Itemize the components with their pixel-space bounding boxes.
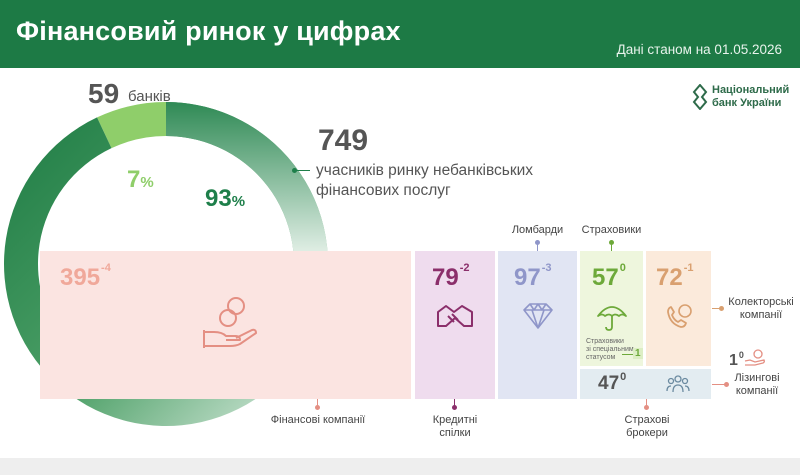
- nonbank-marker: [292, 168, 297, 173]
- finco-value: 395-4: [60, 262, 111, 291]
- pawn-value: 97-3: [514, 262, 552, 291]
- coins-hand-icon: [203, 297, 257, 348]
- pawn-leader: [537, 244, 538, 251]
- leasing-value: 10: [729, 350, 744, 369]
- brokers-box: [580, 369, 711, 399]
- nonbank-count: 749: [318, 124, 369, 157]
- finco-leader: [317, 399, 318, 406]
- credit-leader: [454, 399, 455, 406]
- collect-label-line-2: компанії: [739, 309, 783, 321]
- brokers-marker: [644, 405, 649, 410]
- page-title: Фінансовий ринок у цифрах: [16, 16, 401, 46]
- leasing-marker: [724, 382, 729, 387]
- logo-line-2: банк України: [712, 97, 782, 109]
- header-bar: [0, 0, 800, 68]
- special-status-note: Страховики зі спеціальним статусом: [586, 338, 636, 362]
- nbu-logo-text: Національний банк України: [712, 84, 792, 110]
- leasing-label-line-2: компанії: [735, 385, 779, 397]
- donut-slice-nonbank-highlight: [166, 102, 328, 264]
- special-status-count: 1: [633, 348, 643, 359]
- banks-count: 59: [88, 78, 120, 109]
- pawn-label: Ломбарди: [511, 224, 564, 236]
- banks-marker: [129, 112, 134, 117]
- leasing-label-line-1: Лізингові: [734, 372, 780, 384]
- brokers-value: 470: [598, 371, 627, 394]
- collect-box: [646, 251, 711, 366]
- handshake-icon: [437, 305, 473, 327]
- insurers-box: [580, 251, 643, 366]
- collect-value: 72-1: [656, 262, 694, 291]
- people-group-icon: [666, 375, 690, 393]
- finco-label: Фінансові компанії: [270, 414, 366, 426]
- credit-label: Кредитні спілки: [420, 414, 490, 440]
- leasing-leader: [712, 384, 726, 385]
- insurers-marker: [609, 240, 614, 245]
- credit-value: 79-2: [432, 262, 470, 291]
- brokers-label: Страхові брокери: [612, 414, 682, 440]
- brokers-label-line-2: брокери: [626, 427, 668, 439]
- nonbank-pct: 93%: [205, 185, 246, 212]
- phone-chat-icon: [667, 304, 692, 328]
- credit-marker: [452, 405, 457, 410]
- nbu-logo-icon: [692, 84, 708, 110]
- diamond-icon: [523, 303, 553, 329]
- umbrella-icon: [597, 306, 627, 331]
- nonbank-leader: [296, 170, 310, 171]
- finco-marker: [315, 405, 320, 410]
- credit-box: [415, 251, 495, 399]
- pawn-marker: [535, 240, 540, 245]
- nonbank-label-line-1: учасників ринку небанківських: [316, 162, 534, 179]
- leasing-hand-icon: [744, 349, 765, 366]
- collect-leader: [712, 308, 720, 309]
- credit-label-line-2: спілки: [439, 427, 471, 439]
- banks-pct: 7%: [127, 166, 154, 193]
- special-note-line-2: зі спеціальним: [586, 346, 634, 353]
- date-stamp: Дані станом на 01.05.2026: [616, 42, 782, 57]
- banks-leader: [131, 116, 132, 126]
- collect-marker: [719, 306, 724, 311]
- banks-label: банків: [128, 88, 171, 105]
- insurers-label: Страховики: [581, 224, 642, 236]
- collect-label-line-1: Колекторські: [728, 296, 794, 308]
- collect-label: Колекторські компанії: [724, 296, 798, 322]
- special-note-line-1: Страховики: [586, 338, 624, 345]
- leasing-label: Лізингові компанії: [728, 372, 786, 398]
- special-note-line-3: статусом: [586, 354, 616, 361]
- brokers-label-line-1: Страхові: [624, 414, 670, 426]
- credit-label-line-1: Кредитні: [432, 414, 478, 426]
- brokers-leader: [646, 399, 647, 406]
- logo-line-1: Національний: [712, 84, 790, 96]
- insurers-value: 570: [592, 262, 626, 291]
- special-status-leader: [622, 354, 634, 355]
- nonbank-label-line-2: фінансових послуг: [316, 182, 451, 199]
- nonbank-label: учасників ринку небанківських фінансових…: [316, 161, 533, 201]
- insurers-leader: [611, 244, 612, 251]
- bottom-band: [0, 458, 800, 475]
